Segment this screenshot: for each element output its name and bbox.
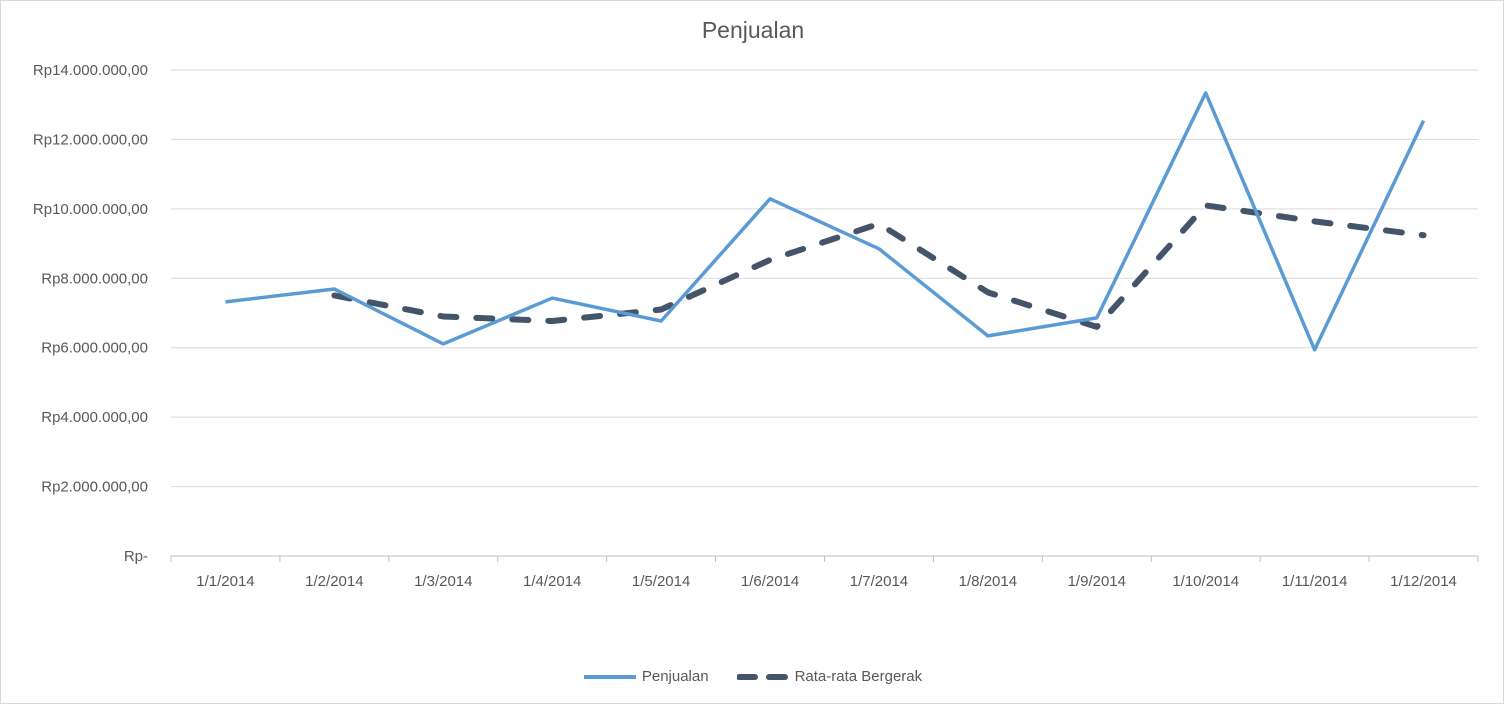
legend-swatch-solid bbox=[584, 672, 636, 682]
x-tick-label: 1/10/2014 bbox=[1172, 573, 1239, 590]
y-tick-label: Rp8.000.000,00 bbox=[41, 270, 148, 287]
y-tick-label: Rp2.000.000,00 bbox=[41, 479, 148, 496]
y-tick-label: Rp6.000.000,00 bbox=[41, 340, 148, 357]
x-tick-label: 1/7/2014 bbox=[850, 573, 908, 590]
x-tick-label: 1/12/2014 bbox=[1390, 573, 1457, 590]
x-tick-label: 1/6/2014 bbox=[741, 573, 799, 590]
y-tick-label: Rp4.000.000,00 bbox=[41, 409, 148, 426]
x-tick-label: 1/3/2014 bbox=[414, 573, 472, 590]
x-tick-label: 1/8/2014 bbox=[959, 573, 1017, 590]
y-tick-label: Rp12.000.000,00 bbox=[33, 131, 148, 148]
x-tick-label: 1/5/2014 bbox=[632, 573, 690, 590]
y-tick-label: Rp- bbox=[124, 548, 148, 565]
x-tick-label: 1/2/2014 bbox=[305, 573, 363, 590]
y-tick-label: Rp14.000.000,00 bbox=[33, 62, 148, 79]
legend-swatch-dashed bbox=[737, 672, 789, 682]
x-tick-label: 1/4/2014 bbox=[523, 573, 581, 590]
x-tick-label: 1/1/2014 bbox=[196, 573, 254, 590]
legend-label: Penjualan bbox=[642, 668, 709, 685]
x-tick-label: 1/11/2014 bbox=[1282, 573, 1348, 590]
legend: Penjualan Rata-rata Bergerak bbox=[1, 668, 1504, 685]
y-tick-label: Rp10.000.000,00 bbox=[33, 201, 148, 218]
x-tick-label: 1/9/2014 bbox=[1068, 573, 1126, 590]
legend-item-penjualan: Penjualan bbox=[584, 668, 709, 685]
legend-item-rata-rata: Rata-rata Bergerak bbox=[737, 668, 923, 685]
legend-label: Rata-rata Bergerak bbox=[795, 668, 923, 685]
